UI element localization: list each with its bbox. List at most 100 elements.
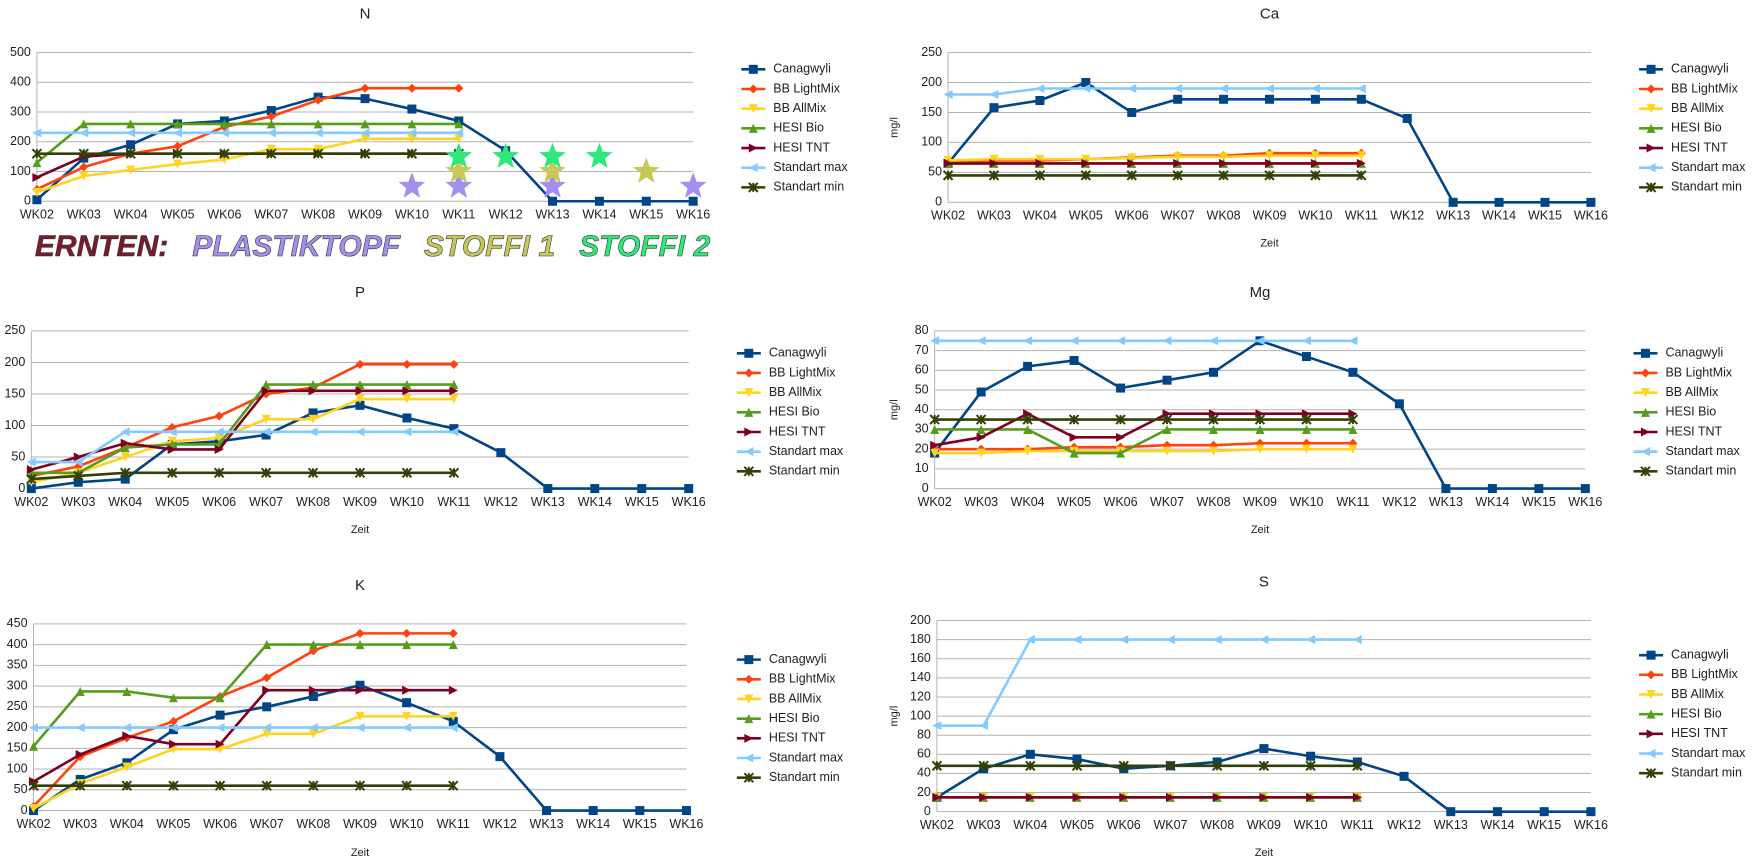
point <box>75 750 85 760</box>
point <box>1448 197 1458 207</box>
x-tick-label: WK14 <box>578 495 612 509</box>
point <box>978 760 989 771</box>
point <box>1640 427 1650 437</box>
y-tick-label: 150 <box>7 741 28 755</box>
x-tick-label: WK06 <box>203 817 237 831</box>
legend-label: HESI TNT <box>1671 140 1728 154</box>
point <box>1119 635 1129 645</box>
x-tick-label: WK11 <box>1341 818 1374 832</box>
point <box>261 414 271 424</box>
point <box>1580 484 1590 494</box>
point <box>1069 336 1079 346</box>
point <box>312 148 324 159</box>
point <box>215 739 225 749</box>
point <box>261 380 271 390</box>
point <box>355 359 365 369</box>
point <box>1025 792 1035 802</box>
legend-label: BB AllMix <box>1671 101 1725 115</box>
chart: P 0 50 100 150 200 250 WK02 WK03 WK04 WK05 WK06 WK07… <box>4 284 843 536</box>
point <box>266 111 276 121</box>
point <box>1034 170 1046 181</box>
legend-label: Standart min <box>1665 464 1736 478</box>
point <box>173 119 183 129</box>
x-tick-label: WK13 <box>536 208 570 222</box>
legend-label: Standart max <box>769 444 844 458</box>
legend-label: BB LightMix <box>769 365 836 379</box>
point <box>1352 760 1363 771</box>
point <box>931 760 943 771</box>
legend-label: Standart min <box>1671 180 1742 194</box>
point <box>748 143 758 153</box>
legend-label: BB AllMix <box>773 101 827 115</box>
x-tick-label: WK15 <box>623 817 657 831</box>
series-line <box>936 747 1591 813</box>
point <box>1025 635 1035 645</box>
y-tick-label: 100 <box>910 708 931 722</box>
point <box>173 141 183 151</box>
x-tick-label: WK03 <box>967 818 1001 832</box>
point <box>1394 399 1404 409</box>
point <box>744 694 754 704</box>
point <box>120 443 130 453</box>
x-tick-label: WK02 <box>920 818 954 832</box>
point <box>542 806 552 816</box>
x-tick-label: WK09 <box>1252 209 1286 223</box>
x-tick-label: WK04 <box>108 495 142 509</box>
point <box>1306 635 1316 645</box>
x-tick-label: WK15 <box>1527 818 1561 832</box>
y-tick-label: 160 <box>910 651 931 665</box>
point <box>219 148 230 159</box>
point <box>26 468 36 478</box>
point <box>355 685 365 695</box>
point <box>1347 414 1359 425</box>
point <box>32 187 42 197</box>
point <box>1023 446 1033 456</box>
point <box>1640 447 1650 457</box>
point <box>929 414 940 425</box>
x-tick-label: WK10 <box>1298 209 1332 223</box>
point <box>495 752 505 762</box>
point <box>1035 95 1045 105</box>
point <box>932 721 942 731</box>
point <box>1081 78 1091 88</box>
point <box>1301 352 1311 362</box>
chart: N 0 100 200 300 400 500 WK02 WK03 WK04 WK05 WK06 WK0… <box>10 6 848 264</box>
point <box>401 467 413 479</box>
x-tick-label: WK09 <box>343 817 377 831</box>
point <box>308 414 318 424</box>
point <box>1640 368 1650 378</box>
point <box>32 195 42 205</box>
point <box>120 427 130 437</box>
y-tick-label: 60 <box>917 747 931 761</box>
y-tick-label: 0 <box>922 481 929 495</box>
point <box>168 739 178 749</box>
y-tick-label: 40 <box>917 766 931 780</box>
harvest-banner: ERNTEN: PLASTIKTOPF STOFFI 1 STOFFI 2 <box>35 230 711 263</box>
point <box>454 119 464 129</box>
legend-label: HESI TNT <box>1665 424 1722 438</box>
point <box>448 723 458 733</box>
series-line <box>934 447 1353 455</box>
point <box>684 484 694 494</box>
y-tick-label: 200 <box>10 134 31 148</box>
point <box>262 685 272 695</box>
legend-label: Canagwyli <box>1665 346 1723 360</box>
y-tick-label: 20 <box>917 785 931 799</box>
legend-label: HESI Bio <box>769 711 820 725</box>
point <box>308 380 318 390</box>
x-tick-label: WK12 <box>1387 818 1421 832</box>
point <box>635 806 645 816</box>
series-line <box>934 428 1353 455</box>
x-tick-label: WK10 <box>390 817 424 831</box>
point <box>1310 151 1320 161</box>
series-line <box>31 397 454 484</box>
point <box>748 123 758 133</box>
point <box>402 711 412 721</box>
point <box>1348 444 1358 454</box>
point <box>1023 336 1033 346</box>
point <box>29 723 39 733</box>
x-tick-label: WK09 <box>348 208 382 222</box>
point <box>402 386 412 396</box>
x-tick-label: WK04 <box>1011 495 1045 509</box>
legend-label: HESI Bio <box>1665 405 1716 419</box>
